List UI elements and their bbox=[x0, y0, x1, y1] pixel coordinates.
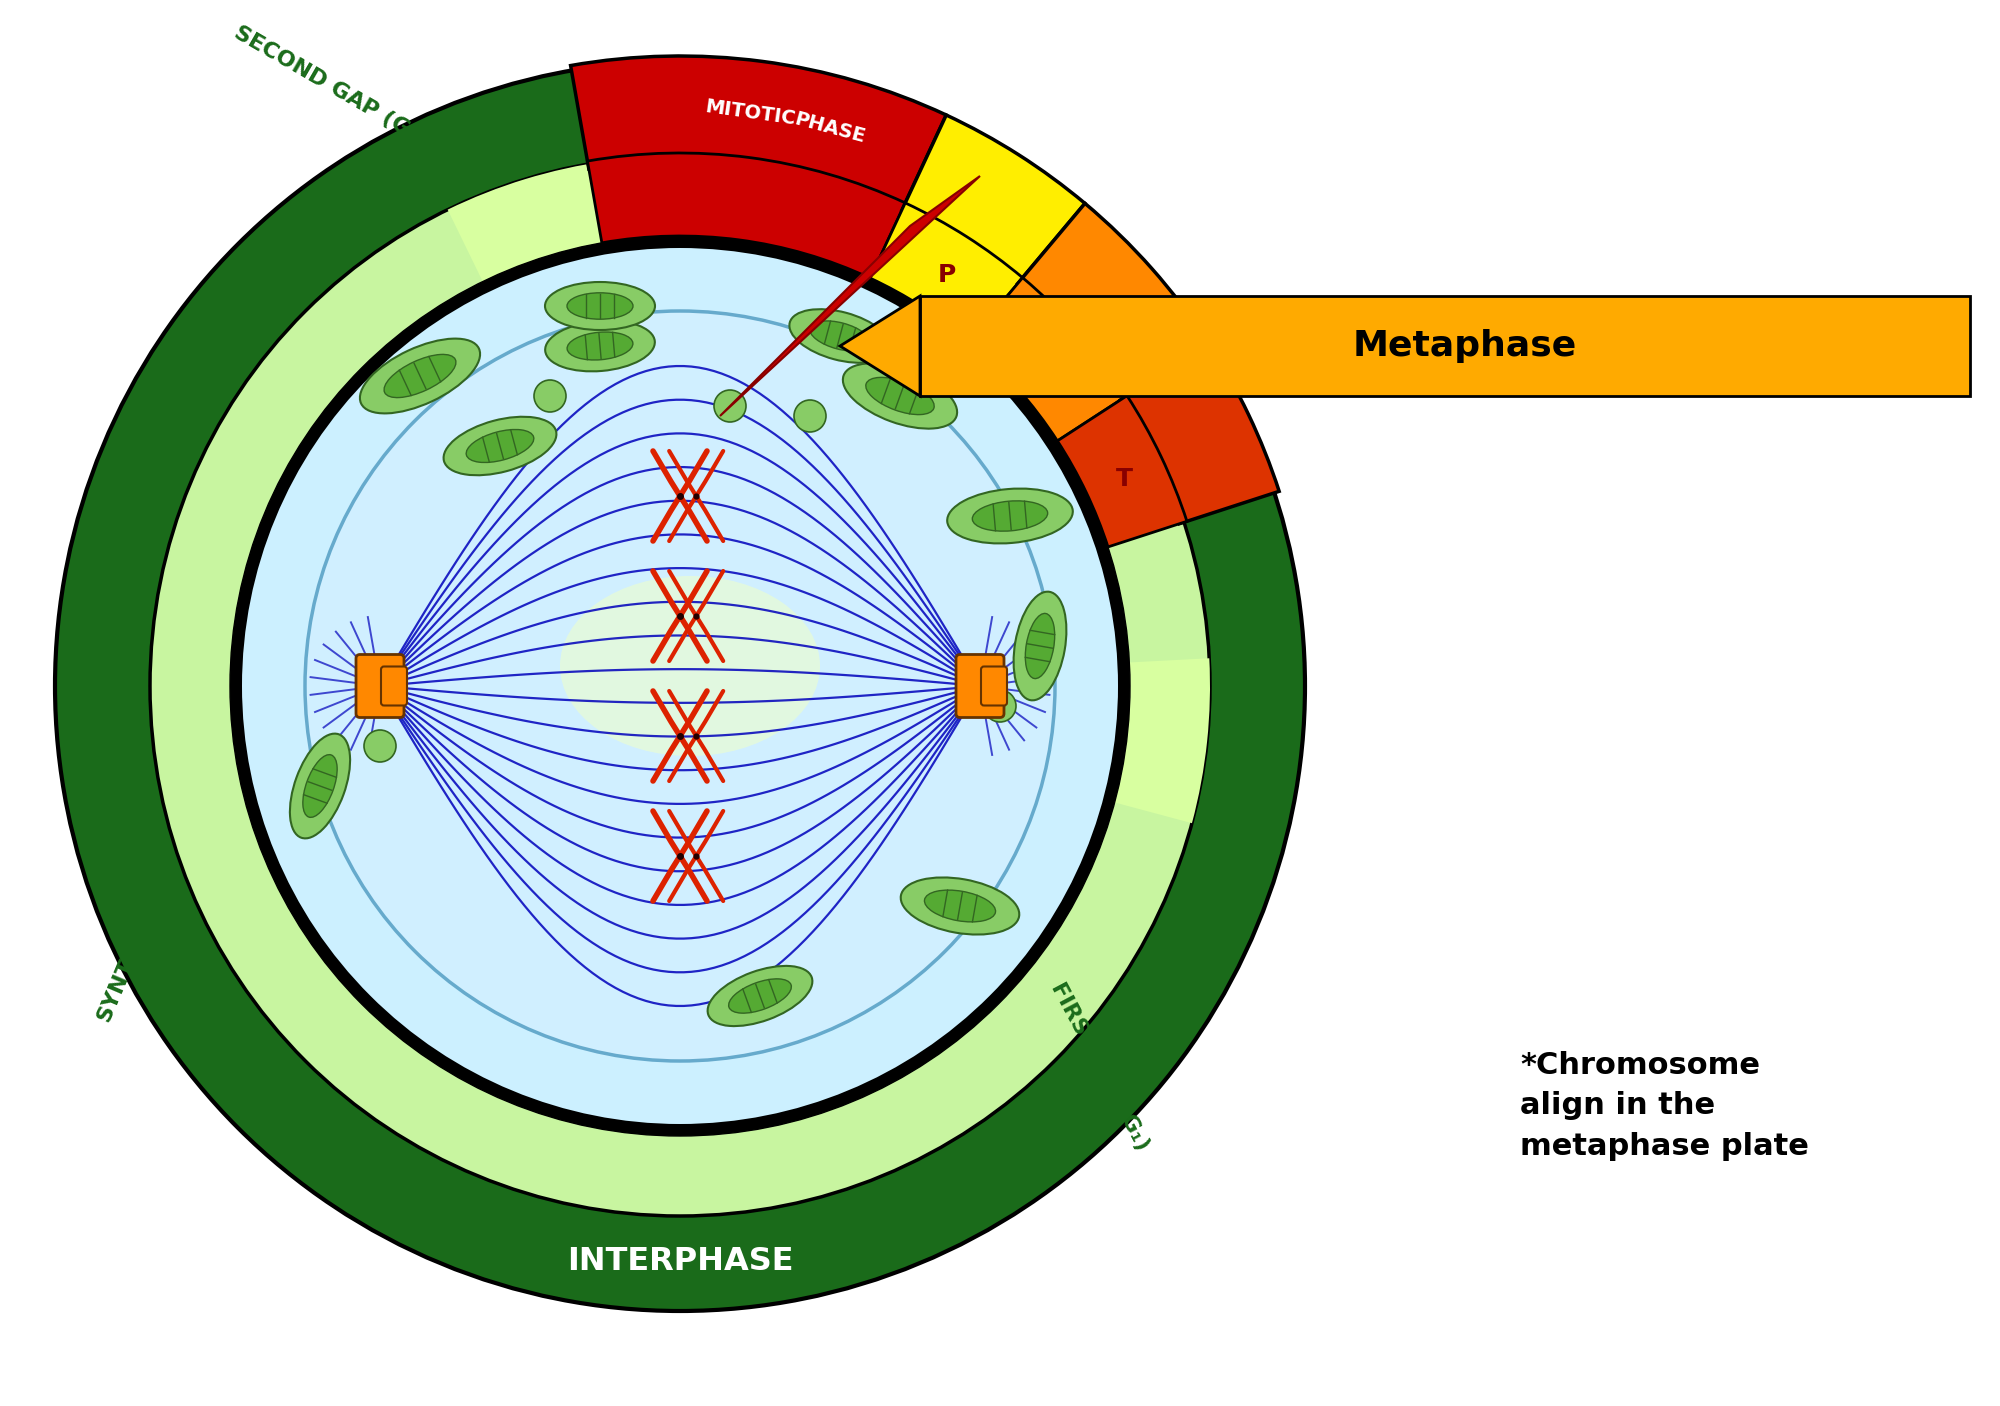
Text: *Chromosome
align in the
metaphase plate: *Chromosome align in the metaphase plate bbox=[1520, 1052, 1808, 1161]
Ellipse shape bbox=[1026, 613, 1054, 679]
Text: FIRST GAP (G₁): FIRST GAP (G₁) bbox=[1048, 979, 1152, 1153]
FancyBboxPatch shape bbox=[920, 297, 1970, 396]
Circle shape bbox=[230, 236, 1130, 1136]
Ellipse shape bbox=[924, 890, 996, 922]
Ellipse shape bbox=[810, 321, 870, 352]
Polygon shape bbox=[840, 297, 920, 396]
Circle shape bbox=[984, 690, 1016, 723]
FancyBboxPatch shape bbox=[382, 666, 408, 706]
Ellipse shape bbox=[728, 979, 792, 1014]
Polygon shape bbox=[720, 176, 980, 416]
Ellipse shape bbox=[900, 877, 1020, 935]
Circle shape bbox=[534, 380, 566, 412]
Text: Metaphase: Metaphase bbox=[1352, 329, 1578, 363]
Circle shape bbox=[242, 247, 1118, 1123]
Ellipse shape bbox=[304, 311, 1056, 1062]
Text: P: P bbox=[938, 263, 956, 287]
FancyBboxPatch shape bbox=[980, 666, 1006, 706]
Wedge shape bbox=[448, 162, 618, 281]
Ellipse shape bbox=[546, 283, 656, 330]
Ellipse shape bbox=[568, 332, 632, 360]
Ellipse shape bbox=[1014, 592, 1066, 700]
Ellipse shape bbox=[360, 339, 480, 413]
Text: T: T bbox=[1116, 467, 1132, 491]
Wedge shape bbox=[970, 278, 1128, 441]
Text: MITOTIC: MITOTIC bbox=[704, 97, 796, 128]
Ellipse shape bbox=[568, 292, 634, 319]
Ellipse shape bbox=[466, 429, 534, 463]
Wedge shape bbox=[902, 115, 1084, 284]
Wedge shape bbox=[870, 202, 1022, 342]
Text: A: A bbox=[1040, 353, 1060, 377]
Text: INTERPHASE: INTERPHASE bbox=[566, 1246, 794, 1277]
Ellipse shape bbox=[290, 734, 350, 838]
FancyBboxPatch shape bbox=[956, 655, 1004, 717]
Ellipse shape bbox=[546, 321, 654, 371]
Ellipse shape bbox=[866, 377, 934, 415]
Circle shape bbox=[364, 730, 396, 762]
Ellipse shape bbox=[842, 363, 958, 429]
FancyBboxPatch shape bbox=[356, 655, 404, 717]
Wedge shape bbox=[1018, 204, 1208, 401]
Wedge shape bbox=[570, 56, 946, 209]
Circle shape bbox=[714, 389, 746, 422]
Ellipse shape bbox=[302, 755, 338, 817]
Wedge shape bbox=[1114, 658, 1210, 823]
Circle shape bbox=[794, 399, 826, 432]
Circle shape bbox=[56, 60, 1304, 1310]
Ellipse shape bbox=[708, 966, 812, 1026]
Ellipse shape bbox=[790, 309, 890, 363]
Text: SECOND GAP (G₂): SECOND GAP (G₂) bbox=[230, 22, 430, 149]
Ellipse shape bbox=[560, 576, 820, 756]
Ellipse shape bbox=[444, 416, 556, 475]
Wedge shape bbox=[588, 153, 906, 278]
Text: SYNTHESIS: SYNTHESIS bbox=[94, 887, 166, 1024]
Wedge shape bbox=[1120, 343, 1280, 524]
Text: PHASE: PHASE bbox=[792, 110, 868, 146]
Ellipse shape bbox=[948, 488, 1072, 544]
Ellipse shape bbox=[384, 354, 456, 398]
Wedge shape bbox=[1058, 395, 1186, 547]
Ellipse shape bbox=[972, 501, 1048, 531]
Circle shape bbox=[150, 156, 1210, 1216]
